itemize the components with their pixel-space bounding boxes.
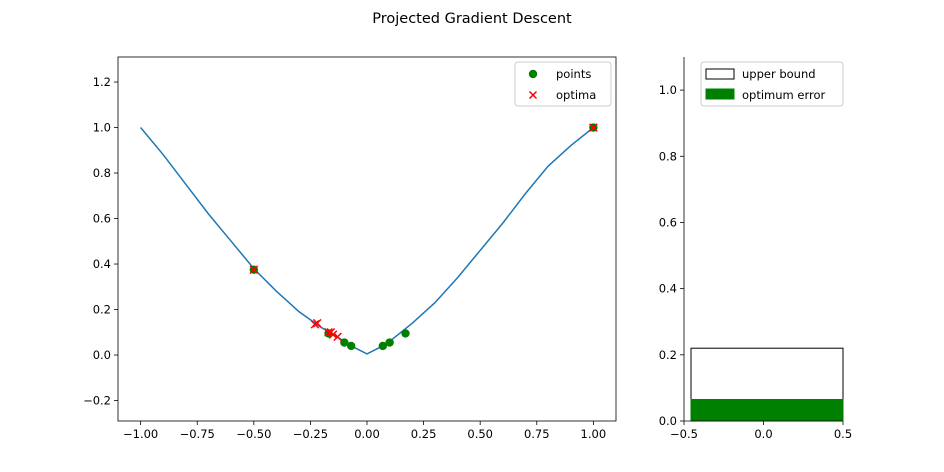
optimum-marker <box>324 327 333 337</box>
left-xtick-label: −0.50 <box>236 427 271 441</box>
right-xtick-label: 0.0 <box>754 427 772 441</box>
optimum-marker <box>249 265 259 275</box>
legend-optima-label: optima <box>556 88 596 102</box>
legend-optima-icon <box>528 90 538 100</box>
right-ytick-label: 0.2 <box>659 348 677 362</box>
right-legend: upper bound optimum error <box>700 61 844 107</box>
optimum-marker-stroke <box>333 332 342 342</box>
legend-points-label: points <box>556 67 591 81</box>
optimum-marker-stroke <box>249 265 259 275</box>
left-ytick-label: 0.6 <box>93 212 111 226</box>
left-xtick-label: −0.75 <box>180 427 215 441</box>
left-xtick-label: 0.25 <box>411 427 437 441</box>
right-ytick-label: 0.0 <box>659 414 677 428</box>
optimum-marker <box>333 332 342 342</box>
left-xtick-label: −1.00 <box>123 427 158 441</box>
left-ytick-label: 0.4 <box>93 257 111 271</box>
legend-optimum-error-label: optimum error <box>742 88 826 102</box>
right-ytick-label: 1.0 <box>659 83 677 97</box>
legend-upper-bound-label: upper bound <box>742 67 816 81</box>
optimum-marker <box>312 318 322 328</box>
objective-curve <box>140 126 594 355</box>
right-legend-box <box>700 61 844 107</box>
right-xtick-label: 0.5 <box>834 427 852 441</box>
optimum-marker <box>328 330 338 339</box>
left-ytick-label: 0.2 <box>93 303 111 317</box>
left-xtick-label: 0.75 <box>524 427 550 441</box>
gradient-descent-plot: −1.00 −0.75 −0.50 −0.25 0.00 0.25 0.50 0.75 1.00… <box>83 56 617 441</box>
left-xtick-label: −0.25 <box>293 427 328 441</box>
point-marker <box>346 341 356 351</box>
left-ytick-label: 0.0 <box>93 348 111 362</box>
legend-optimum-error-icon <box>705 88 735 100</box>
left-xtick-label: 1.00 <box>581 427 607 441</box>
left-xtick-label: 0.00 <box>354 427 380 441</box>
point-marker <box>378 341 388 351</box>
right-xtick-label: −0.5 <box>670 427 698 441</box>
right-ytick-label: 0.8 <box>659 149 677 163</box>
optimum-marker-stroke <box>324 327 333 337</box>
left-ytick-label: 0.8 <box>93 166 111 180</box>
left-ytick-label: −0.2 <box>83 394 111 408</box>
point-marker <box>385 338 394 347</box>
left-plot-frame <box>117 56 617 422</box>
point-marker <box>401 329 410 338</box>
left-ytick-label: 1.0 <box>93 121 111 135</box>
legend-points-icon <box>528 69 538 79</box>
figure-title: Projected Gradient Descent <box>372 11 572 27</box>
left-ytick-label: 1.2 <box>93 75 111 89</box>
optimum-marker-stroke <box>310 319 320 329</box>
optimum-marker-stroke <box>328 330 338 339</box>
optimum-marker-stroke <box>589 123 598 132</box>
right-ytick-label: 0.4 <box>659 282 677 296</box>
optimum-marker <box>310 319 320 329</box>
point-marker <box>340 338 349 347</box>
optimum-error-bar <box>690 398 844 422</box>
right-ytick-label: 0.6 <box>659 215 677 229</box>
left-legend: points optima <box>514 61 612 107</box>
left-legend-box <box>514 61 612 107</box>
optimum-marker <box>589 123 598 132</box>
optimum-marker-stroke <box>312 318 322 328</box>
left-xtick-label: 0.50 <box>467 427 493 441</box>
legend-upper-bound-icon <box>705 68 735 80</box>
